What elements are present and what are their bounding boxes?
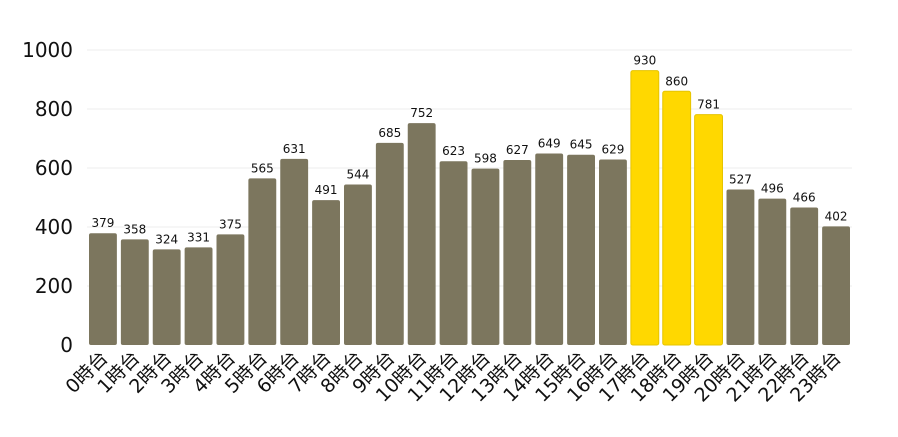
data-label: 649 xyxy=(538,137,561,151)
bar-11 xyxy=(439,161,468,345)
data-label: 627 xyxy=(506,143,529,157)
bar-8 xyxy=(344,184,372,345)
bar-22 xyxy=(790,207,819,345)
bar-9 xyxy=(375,142,404,345)
bar-3 xyxy=(184,247,213,345)
data-label: 930 xyxy=(633,54,656,68)
y-tick-label: 200 xyxy=(35,274,73,298)
bar-5 xyxy=(248,178,277,345)
bar-2 xyxy=(152,249,181,345)
bar-1 xyxy=(120,239,149,345)
bars xyxy=(89,70,850,346)
bar-16 xyxy=(599,159,627,345)
data-label: 527 xyxy=(729,173,752,187)
bar-17 xyxy=(630,70,660,346)
data-label: 781 xyxy=(697,98,720,112)
data-label: 752 xyxy=(410,106,433,120)
data-label: 466 xyxy=(793,191,816,205)
data-label: 629 xyxy=(601,142,624,156)
data-label: 358 xyxy=(123,222,146,236)
bar-10 xyxy=(407,123,436,345)
data-label: 324 xyxy=(155,232,178,246)
bar-0 xyxy=(89,233,117,345)
data-label: 491 xyxy=(315,183,338,197)
data-label: 623 xyxy=(442,144,465,158)
data-label: 375 xyxy=(219,217,242,231)
y-tick-label: 800 xyxy=(35,97,73,121)
data-label: 860 xyxy=(665,74,688,88)
bar-15 xyxy=(567,154,595,345)
bar-21 xyxy=(758,198,787,345)
bar-20 xyxy=(726,189,755,345)
y-tick-label: 1000 xyxy=(22,38,73,62)
data-label: 598 xyxy=(474,152,497,166)
data-label: 631 xyxy=(283,142,306,156)
data-label: 379 xyxy=(91,216,114,230)
bar-14 xyxy=(535,153,564,345)
bar-19 xyxy=(694,114,723,346)
bar-23 xyxy=(822,226,850,345)
y-axis-ticks: 0 200 400 600 800 1000 xyxy=(22,38,73,357)
bar-12 xyxy=(471,168,500,345)
data-label: 544 xyxy=(346,168,369,182)
y-tick-label: 0 xyxy=(60,333,73,357)
bar-6 xyxy=(280,158,309,345)
data-label: 402 xyxy=(825,209,848,223)
data-label: 645 xyxy=(570,138,593,152)
bar-4 xyxy=(216,234,245,345)
y-tick-label: 400 xyxy=(35,215,73,239)
data-label: 685 xyxy=(378,126,401,140)
bar-13 xyxy=(503,160,532,345)
bar-18 xyxy=(662,90,692,346)
data-label: 565 xyxy=(251,161,274,175)
data-label: 496 xyxy=(761,182,784,196)
x-axis-ticks: 0時台1時台2時台3時台4時台5時台6時台7時台8時台9時台10時台11時台12… xyxy=(61,347,845,407)
data-label: 331 xyxy=(187,230,210,244)
gridlines xyxy=(87,49,852,287)
data-labels: 379 358 324 331 375 565 631 491 544 685 752 623 598 6… xyxy=(91,54,847,247)
bar-7 xyxy=(312,200,340,345)
y-tick-label: 600 xyxy=(35,156,73,180)
